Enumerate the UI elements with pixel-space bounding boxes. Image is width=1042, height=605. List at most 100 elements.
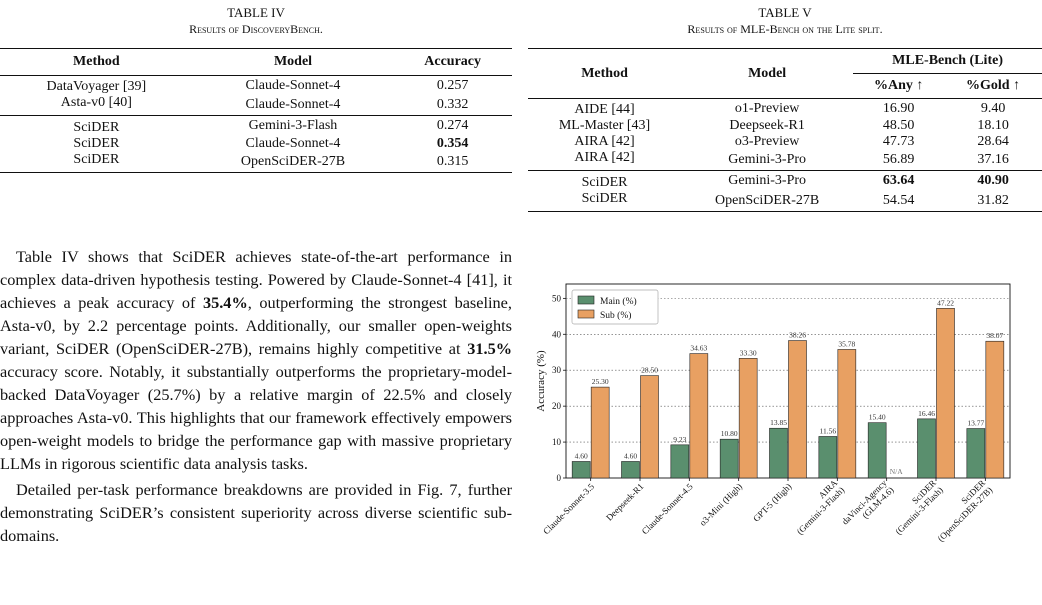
bar-sub (936, 308, 955, 479)
t4-cell-best: 0.354 (436, 136, 469, 151)
x-tick-label-line: Claude-Sonnet-3.5 (541, 481, 596, 536)
data-label: 38.07 (986, 331, 1003, 340)
table-row: AIRA [42] o3-Preview 47.73 28.64 (528, 134, 1042, 150)
t4-cell: DataVoyager [39] (46, 79, 147, 94)
x-tick-label-line: o3-Mini (High) (698, 481, 744, 527)
t4-cell: Claude-Sonnet-4 (245, 77, 341, 93)
data-label: 15.40 (869, 413, 886, 422)
y-tick-label: 0 (557, 473, 562, 483)
paragraph-1: Table IV shows that SciDER achieves stat… (0, 245, 512, 475)
bar-sub (738, 358, 758, 479)
t5-cell: OpenSciDER-27B (715, 193, 820, 208)
t5-cell: AIRA [42] (574, 150, 635, 165)
y-axis-label: Accuracy (%) (535, 350, 547, 412)
table-row: SciDER Claude-Sonnet-4 0.354 (0, 136, 512, 152)
y-tick-label: 30 (552, 365, 562, 375)
t4-cell: OpenSciDER-27B (240, 154, 346, 169)
x-tick-label: o3-Mini (High) (698, 481, 744, 527)
t5-header-mlebench: MLE-Bench (Lite) (853, 48, 1042, 74)
right-column: TABLE V Results of MLE-Bench on the Lite… (528, 0, 1042, 212)
table-row: AIRA [42] Gemini-3-Pro 56.89 37.16 (528, 150, 1042, 171)
bar-sub (640, 375, 659, 479)
legend-swatch (577, 309, 595, 319)
x-tick-label: SciDER(Gemini-3-Flash) (886, 478, 945, 537)
x-tick-label: AIRA(Gemini-3-Flash) (788, 477, 847, 536)
data-label-na: N/A (890, 467, 904, 476)
left-column: TABLE IV Results of DiscoveryBench. Meth… (0, 0, 512, 545)
t5-cell: 18.10 (977, 118, 1009, 133)
t4-header-model: Model (273, 54, 313, 69)
t4-cell: Claude-Sonnet-4 (245, 97, 341, 112)
t5-cell: ML-Master [43] (558, 118, 651, 133)
t5-cell: 37.16 (977, 152, 1009, 167)
t5-cell-best: 63.64 (882, 173, 915, 188)
data-label: 4.60 (624, 451, 637, 460)
table4-caption: TABLE IV (227, 5, 285, 20)
highlight-value: 35.4% (202, 293, 248, 312)
text-span: Table IV shows that SciDER achieves stat… (0, 247, 512, 312)
bar-main (818, 436, 838, 479)
t4-cell: 0.332 (436, 97, 469, 112)
y-tick-label: 20 (552, 401, 562, 411)
t5-cell: 48.50 (882, 118, 915, 133)
x-tick-label: Deepseek-R1 (604, 481, 645, 522)
t4-cell: 0.274 (436, 118, 469, 133)
table5-subcaption: Results of MLE-Bench on the Lite split. (687, 22, 883, 36)
bar-sub (788, 340, 807, 479)
data-label: 35.78 (838, 339, 855, 348)
t5-cell: Gemini-3-Pro (728, 152, 807, 167)
table-row: Asta-v0 [40] Claude-Sonnet-4 0.332 (0, 95, 512, 116)
bar-main (769, 427, 788, 479)
x-tick-label-line: Claude-Sonnet-4.5 (640, 481, 695, 536)
t4-cell: 0.315 (436, 154, 469, 169)
t5-cell: 47.73 (882, 134, 915, 149)
t5-cell: 28.64 (977, 134, 1009, 149)
data-label: 25.30 (592, 377, 609, 386)
bar-main (719, 438, 739, 479)
t5-cell: 54.54 (882, 193, 915, 208)
t5-cell: 56.89 (882, 152, 915, 167)
t5-cell-best: 40.90 (977, 173, 1009, 188)
t5-cell: Gemini-3-Pro (728, 173, 807, 188)
t5-header-method: Method (581, 65, 628, 81)
data-label: 11.56 (820, 426, 837, 435)
x-tick-label: Claude-Sonnet-4.5 (640, 481, 695, 536)
table-row: SciDER Gemini-3-Pro 63.64 40.90 (528, 170, 1042, 192)
data-label: 13.77 (967, 419, 984, 428)
bar-sub (689, 353, 709, 479)
t5-cell: 31.82 (977, 193, 1009, 208)
data-label: 9.23 (673, 435, 686, 444)
t5-cell: 9.40 (980, 100, 1006, 116)
t5-cell: 16.90 (882, 100, 915, 116)
table-row: AIDE [44] o1-Preview 16.90 9.40 (528, 98, 1042, 119)
data-label: 34.63 (690, 344, 707, 353)
table-row: SciDER Gemini-3-Flash 0.274 (0, 115, 512, 137)
t5-header-gold: %Gold ↑ (966, 78, 1021, 93)
data-label: 28.50 (641, 366, 658, 375)
data-label: 16.46 (918, 409, 935, 418)
x-tick-label: Claude-Sonnet-3.5 (541, 481, 596, 536)
x-tick-label: GPT-5 (High) (751, 481, 793, 523)
t5-cell: SciDER (581, 175, 628, 190)
text-span: accuracy score. Notably, it substantiall… (0, 362, 512, 473)
t5-header-any: %Any ↑ (873, 78, 924, 93)
text-span: , outperforming the strongest baseline, … (0, 293, 512, 358)
t4-header-accuracy: Accuracy (424, 54, 482, 69)
table-row: ML-Master [43] Deepseek-R1 48.50 18.10 (528, 118, 1042, 134)
legend-label: Sub (%) (600, 310, 631, 321)
table4: Method Model Accuracy DataVoyager [39] Clau… (0, 48, 512, 173)
t5-header-model: Model (748, 65, 787, 81)
bar-main (917, 418, 936, 479)
legend-swatch (577, 295, 595, 305)
t5-cell: AIRA [42] (574, 134, 635, 149)
table-row: DataVoyager [39] Claude-Sonnet-4 0.257 (0, 75, 512, 96)
table4-subcaption: Results of DiscoveryBench. (189, 22, 323, 36)
y-tick-label: 50 (552, 293, 562, 303)
table-row: SciDER OpenSciDER-27B 54.54 31.82 (528, 191, 1042, 212)
x-tick-label-line: Deepseek-R1 (604, 481, 645, 522)
bar-sub (590, 386, 610, 479)
bar-main (670, 444, 690, 479)
data-label: 13.85 (770, 418, 787, 427)
bar-chart: 0 10 20 30 40 50 Accuracy (%) 4.60 25.30 Claude-S… (535, 283, 1011, 544)
data-label: 10.80 (721, 429, 738, 438)
